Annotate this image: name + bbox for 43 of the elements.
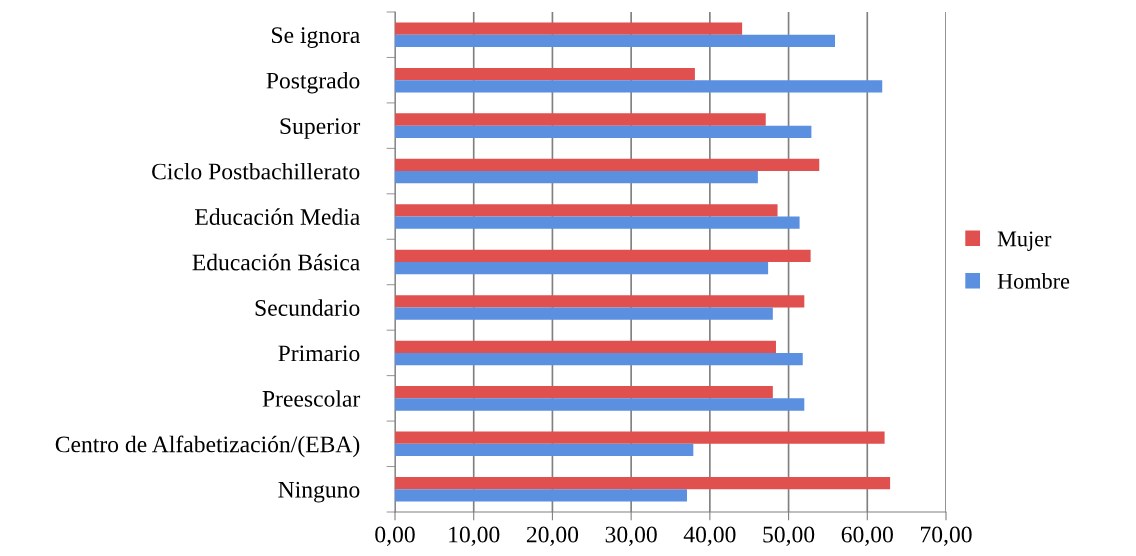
x-tick-label: 20,00 <box>526 526 579 546</box>
bar <box>395 443 694 457</box>
bar <box>395 216 800 229</box>
bar <box>395 431 885 444</box>
bar <box>395 158 820 172</box>
bar <box>395 113 766 126</box>
y-tick-label: Preescolar <box>262 390 361 407</box>
y-tick-label: Superior <box>280 118 361 139</box>
x-tick-label: 60,00 <box>841 526 893 546</box>
y-tick-label: Educación Básica <box>192 253 360 271</box>
bar <box>395 477 891 490</box>
bar <box>395 386 773 399</box>
bar <box>395 352 803 366</box>
bar <box>395 262 769 275</box>
x-tick-label: 40,00 <box>683 526 736 546</box>
bar <box>395 125 812 138</box>
y-tick-label: Ninguno <box>278 481 360 503</box>
x-tick-label: 70,00 <box>920 526 972 546</box>
legend-label: Hombre <box>997 273 1070 289</box>
bar <box>395 295 805 308</box>
x-tick-label: 30,00 <box>605 526 657 546</box>
bar <box>395 398 805 411</box>
bar <box>395 249 811 262</box>
y-tick-label: Se ignora <box>272 27 360 48</box>
y-tick-label: Postgrado <box>266 71 360 94</box>
bar <box>395 489 688 502</box>
y-tick-label: Primario <box>278 345 360 362</box>
y-tick-label: Secundario <box>255 299 360 316</box>
bar <box>395 34 836 47</box>
y-tick-label: Educación Media <box>195 208 360 225</box>
x-tick-label: 10,00 <box>449 526 500 546</box>
bar <box>395 80 883 93</box>
bar <box>395 307 773 320</box>
bar <box>395 204 778 217</box>
legend-label: Mujer <box>997 231 1052 251</box>
y-tick-label: Centro de Alfabetización/(EBA) <box>55 435 360 458</box>
bar <box>395 340 776 353</box>
x-tick-label: 50,00 <box>763 526 815 546</box>
bar <box>395 67 695 81</box>
bar <box>395 171 758 184</box>
bar <box>395 22 743 35</box>
x-tick-label: 0,00 <box>375 526 415 546</box>
y-tick-label: Ciclo Postbachillerato <box>152 162 360 180</box>
